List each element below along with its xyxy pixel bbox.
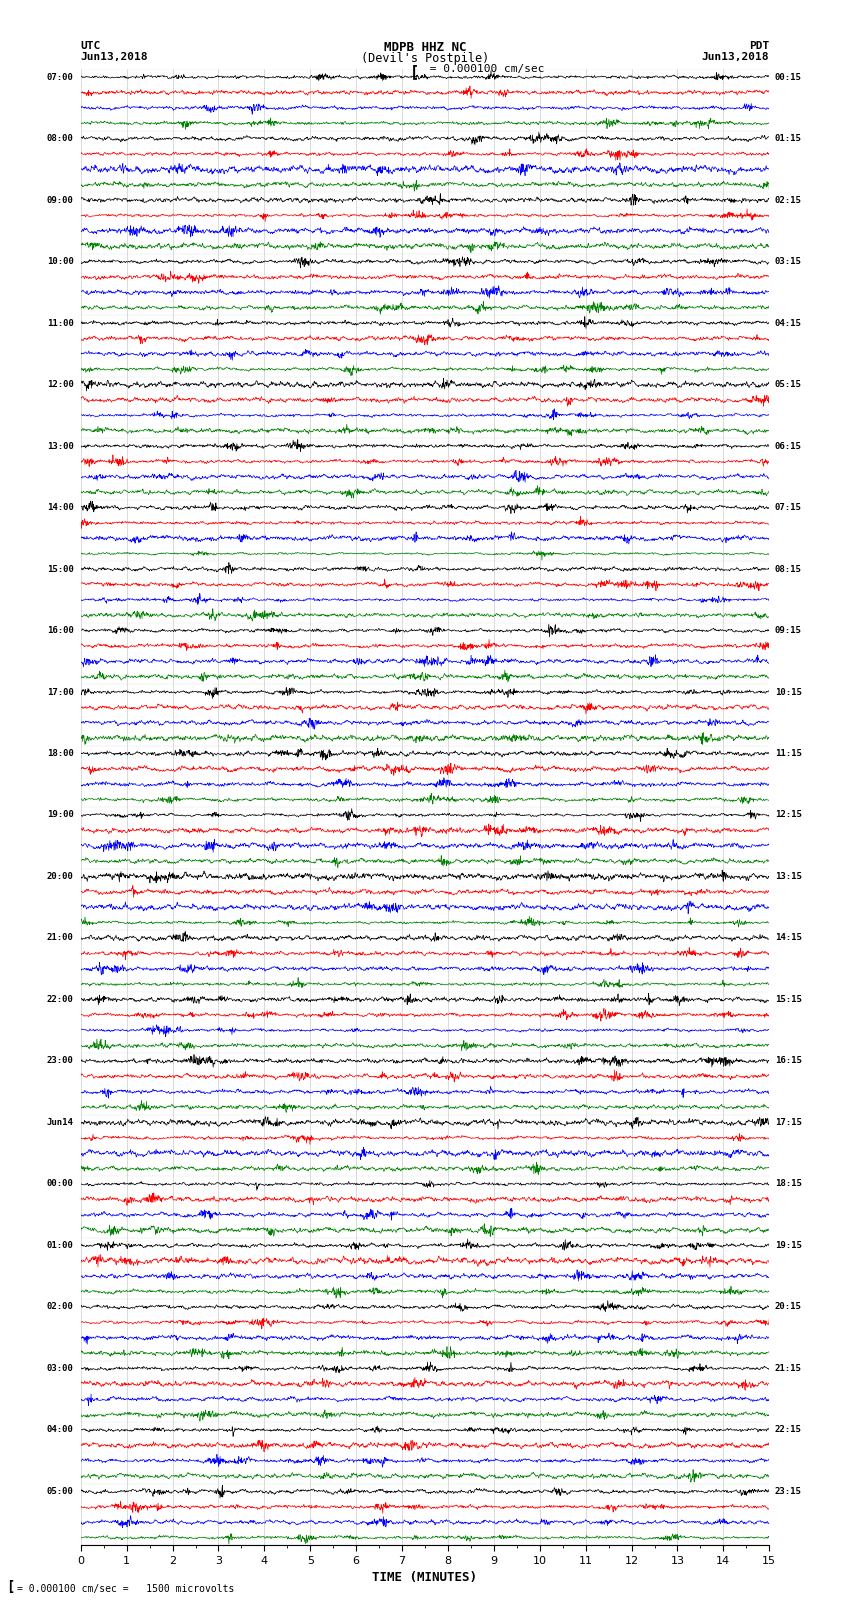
Text: 14:15: 14:15 bbox=[774, 934, 802, 942]
Text: 13:15: 13:15 bbox=[774, 873, 802, 881]
Text: 20:00: 20:00 bbox=[47, 873, 74, 881]
Text: = 0.000100 cm/sec: = 0.000100 cm/sec bbox=[423, 65, 545, 74]
Text: 05:00: 05:00 bbox=[47, 1487, 74, 1495]
Text: 07:15: 07:15 bbox=[774, 503, 802, 511]
Text: 03:00: 03:00 bbox=[47, 1365, 74, 1373]
Text: 06:15: 06:15 bbox=[774, 442, 802, 450]
Text: 15:00: 15:00 bbox=[47, 565, 74, 574]
Text: 02:00: 02:00 bbox=[47, 1302, 74, 1311]
X-axis label: TIME (MINUTES): TIME (MINUTES) bbox=[372, 1571, 478, 1584]
Text: 15:15: 15:15 bbox=[774, 995, 802, 1003]
Text: 18:00: 18:00 bbox=[47, 748, 74, 758]
Text: Jun14: Jun14 bbox=[47, 1118, 74, 1127]
Text: 11:15: 11:15 bbox=[774, 748, 802, 758]
Text: 05:15: 05:15 bbox=[774, 381, 802, 389]
Text: [: [ bbox=[410, 65, 419, 79]
Text: Jun13,2018: Jun13,2018 bbox=[81, 52, 148, 63]
Text: 19:00: 19:00 bbox=[47, 810, 74, 819]
Text: 23:00: 23:00 bbox=[47, 1057, 74, 1066]
Text: 18:15: 18:15 bbox=[774, 1179, 802, 1189]
Text: 23:15: 23:15 bbox=[774, 1487, 802, 1495]
Text: 11:00: 11:00 bbox=[47, 318, 74, 327]
Text: 14:00: 14:00 bbox=[47, 503, 74, 511]
Text: 01:15: 01:15 bbox=[774, 134, 802, 144]
Text: 07:00: 07:00 bbox=[47, 73, 74, 82]
Text: = 0.000100 cm/sec =   1500 microvolts: = 0.000100 cm/sec = 1500 microvolts bbox=[17, 1584, 235, 1594]
Text: MDPB HHZ NC: MDPB HHZ NC bbox=[383, 40, 467, 55]
Text: 02:15: 02:15 bbox=[774, 195, 802, 205]
Text: 01:00: 01:00 bbox=[47, 1240, 74, 1250]
Text: 16:15: 16:15 bbox=[774, 1057, 802, 1066]
Text: 12:15: 12:15 bbox=[774, 810, 802, 819]
Text: 21:15: 21:15 bbox=[774, 1365, 802, 1373]
Text: 20:15: 20:15 bbox=[774, 1302, 802, 1311]
Text: 17:15: 17:15 bbox=[774, 1118, 802, 1127]
Text: 03:15: 03:15 bbox=[774, 256, 802, 266]
Text: 21:00: 21:00 bbox=[47, 934, 74, 942]
Text: 09:00: 09:00 bbox=[47, 195, 74, 205]
Text: 04:15: 04:15 bbox=[774, 318, 802, 327]
Text: 16:00: 16:00 bbox=[47, 626, 74, 636]
Text: UTC: UTC bbox=[81, 40, 101, 52]
Text: Jun13,2018: Jun13,2018 bbox=[702, 52, 769, 63]
Text: 10:00: 10:00 bbox=[47, 256, 74, 266]
Text: PDT: PDT bbox=[749, 40, 769, 52]
Text: 19:15: 19:15 bbox=[774, 1240, 802, 1250]
Text: 22:15: 22:15 bbox=[774, 1426, 802, 1434]
Text: 12:00: 12:00 bbox=[47, 381, 74, 389]
Text: 08:15: 08:15 bbox=[774, 565, 802, 574]
Text: 04:00: 04:00 bbox=[47, 1426, 74, 1434]
Text: 09:15: 09:15 bbox=[774, 626, 802, 636]
Text: 10:15: 10:15 bbox=[774, 687, 802, 697]
Text: 08:00: 08:00 bbox=[47, 134, 74, 144]
Text: [: [ bbox=[6, 1579, 14, 1594]
Text: 17:00: 17:00 bbox=[47, 687, 74, 697]
Text: 00:15: 00:15 bbox=[774, 73, 802, 82]
Text: 13:00: 13:00 bbox=[47, 442, 74, 450]
Text: 22:00: 22:00 bbox=[47, 995, 74, 1003]
Text: 00:00: 00:00 bbox=[47, 1179, 74, 1189]
Text: (Devil's Postpile): (Devil's Postpile) bbox=[361, 52, 489, 66]
